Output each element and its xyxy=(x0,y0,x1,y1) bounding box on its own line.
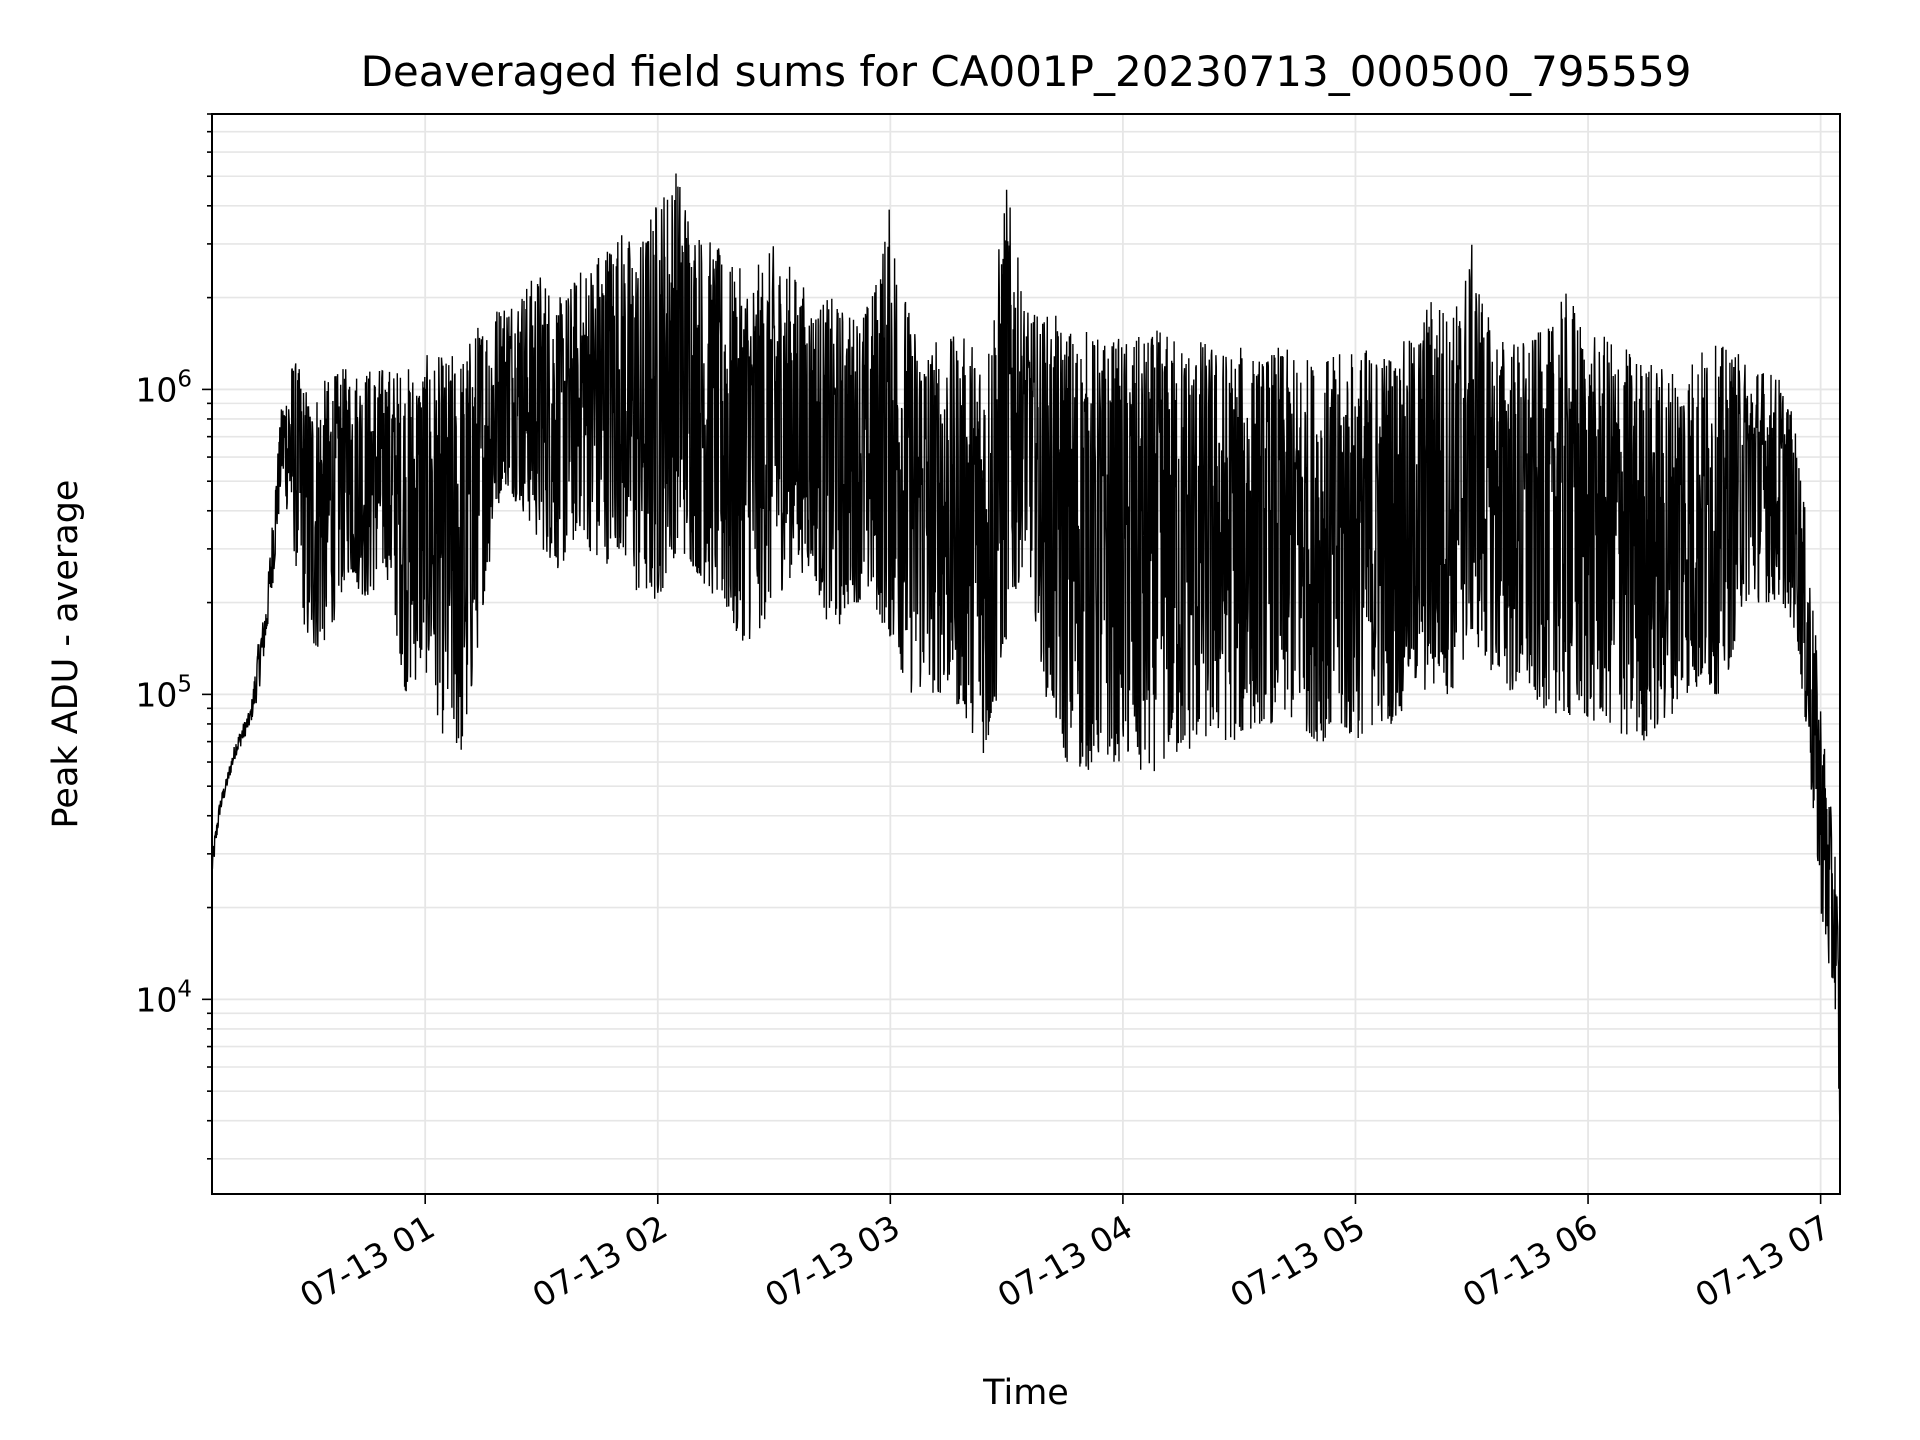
y-axis: 104 105 106 xyxy=(135,113,212,1160)
plot-area xyxy=(211,173,1841,1139)
y-tick-label: 106 xyxy=(135,366,192,409)
x-axis-label: Time xyxy=(982,1373,1069,1413)
plot-frame xyxy=(211,113,1841,1195)
chart-title: Deaveraged field sums for CA001P_2023071… xyxy=(361,47,1692,96)
y-axis-label: Peak ADU - average xyxy=(46,480,86,829)
y-tick-label: 104 xyxy=(135,976,192,1019)
y-tick-label: 105 xyxy=(135,671,192,714)
series-line xyxy=(211,173,1841,1139)
